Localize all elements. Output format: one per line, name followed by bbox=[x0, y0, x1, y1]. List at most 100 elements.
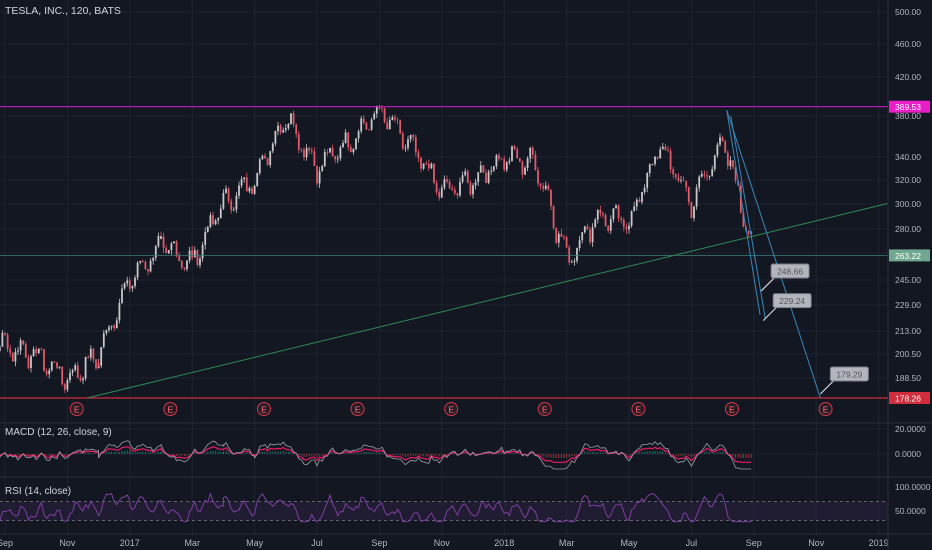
candle-body bbox=[347, 132, 350, 148]
channel-line[interactable] bbox=[726, 110, 761, 315]
candle-body bbox=[108, 326, 110, 330]
candle-body bbox=[339, 147, 342, 159]
candle-body bbox=[97, 362, 100, 366]
price-level-label: 178.26 bbox=[895, 394, 921, 404]
time-tick-label: Jul bbox=[686, 538, 698, 548]
candle-body bbox=[201, 244, 204, 259]
earnings-marker[interactable] bbox=[444, 402, 459, 416]
candle-body bbox=[58, 366, 61, 368]
symbol-title: TESLA, INC., 120, BATS bbox=[5, 5, 121, 17]
candle-body bbox=[625, 226, 628, 230]
candle-body bbox=[518, 158, 521, 162]
candle-body bbox=[0, 346, 1, 352]
time-tick-label: Jul bbox=[311, 538, 323, 548]
projection-label: 248.66 bbox=[777, 267, 803, 277]
candle-body bbox=[544, 185, 547, 189]
candle-body bbox=[261, 155, 264, 160]
candle-body bbox=[284, 128, 287, 131]
candle-body bbox=[695, 187, 698, 207]
candle-body bbox=[433, 163, 435, 183]
candle-body bbox=[66, 380, 69, 390]
candle-body bbox=[214, 220, 217, 225]
earnings-marker[interactable] bbox=[256, 402, 271, 416]
earnings-marker[interactable] bbox=[537, 402, 552, 416]
candle-body bbox=[615, 205, 617, 209]
candle-body bbox=[365, 122, 368, 130]
candle-body bbox=[136, 262, 139, 278]
rsi-label: RSI (14, close) bbox=[5, 486, 71, 497]
candle-body bbox=[271, 143, 274, 152]
candle-body bbox=[183, 267, 186, 270]
projection-box[interactable] bbox=[829, 366, 869, 382]
earnings-marker[interactable] bbox=[350, 402, 365, 416]
time-tick-label: Sep bbox=[371, 538, 387, 548]
price-pane[interactable]: 248.66 229.24 179.29 E E E E E E E E E bbox=[0, 104, 889, 416]
candle-body bbox=[373, 113, 376, 120]
earnings-marker-label: E bbox=[168, 404, 174, 414]
candle-body bbox=[693, 206, 695, 219]
candle-body bbox=[594, 219, 597, 228]
candle-body bbox=[253, 186, 256, 187]
earnings-marker-label: E bbox=[542, 404, 548, 414]
price-axis[interactable]: 500.00 460.00 420.00 380.00 340.00 320.00 300.… bbox=[889, 7, 931, 516]
candle-body bbox=[628, 225, 630, 230]
candle-body bbox=[464, 171, 467, 176]
candle-body bbox=[446, 179, 448, 182]
candle-body bbox=[472, 185, 474, 195]
candle-body bbox=[394, 117, 396, 120]
candle-body bbox=[721, 137, 724, 142]
candle-body bbox=[355, 138, 357, 149]
candle-body bbox=[550, 189, 552, 207]
candle-body bbox=[115, 320, 118, 329]
candle-body bbox=[633, 206, 636, 212]
candle-body bbox=[404, 147, 407, 149]
earnings-marker[interactable] bbox=[163, 402, 178, 416]
trend-line[interactable] bbox=[87, 202, 889, 399]
earnings-marker[interactable] bbox=[631, 402, 646, 416]
candle-body bbox=[11, 352, 14, 362]
time-axis[interactable]: Sep Nov 2017 Mar May Jul Sep Nov 2018 Mar May Jul Se… bbox=[0, 538, 889, 548]
candle-body bbox=[53, 361, 56, 363]
candle-body bbox=[225, 188, 227, 193]
candle-body bbox=[677, 177, 680, 181]
candle-body bbox=[557, 233, 560, 243]
candle-body bbox=[438, 191, 441, 198]
rsi-pane[interactable] bbox=[0, 492, 888, 523]
candle-body bbox=[456, 193, 459, 196]
candle-body bbox=[258, 159, 261, 174]
time-tick-label: May bbox=[246, 538, 264, 548]
candle-body bbox=[27, 357, 30, 369]
time-tick-label: Sep bbox=[0, 538, 13, 548]
price-tick-label: 340.00 bbox=[895, 152, 921, 162]
candle-body bbox=[40, 348, 43, 350]
candle-body bbox=[357, 131, 360, 139]
macd-pane[interactable] bbox=[0, 440, 752, 470]
candle-body bbox=[669, 150, 672, 170]
candle-body bbox=[305, 148, 308, 158]
candle-body bbox=[529, 147, 532, 159]
earnings-marker[interactable] bbox=[724, 402, 739, 416]
candle-body bbox=[375, 106, 378, 114]
price-level-badge bbox=[889, 392, 930, 404]
earnings-marker[interactable] bbox=[818, 402, 833, 416]
candle-body bbox=[492, 166, 495, 171]
candle-body bbox=[82, 378, 84, 381]
channel-line[interactable] bbox=[730, 115, 766, 319]
earnings-marker-label: E bbox=[823, 404, 829, 414]
candle-body bbox=[685, 180, 688, 188]
candle-body bbox=[342, 142, 344, 148]
candle-body bbox=[331, 148, 334, 157]
candle-body bbox=[638, 199, 641, 202]
projection-box[interactable] bbox=[772, 293, 812, 309]
candle-body bbox=[479, 165, 482, 173]
projection-box[interactable] bbox=[770, 263, 810, 279]
candle-body bbox=[14, 351, 17, 362]
candle-body bbox=[204, 231, 207, 245]
candle-body bbox=[620, 218, 623, 220]
channel-line[interactable] bbox=[726, 109, 821, 399]
candle-body bbox=[170, 243, 173, 251]
candle-body bbox=[336, 158, 339, 160]
candle-body bbox=[521, 161, 524, 175]
earnings-marker[interactable] bbox=[69, 402, 84, 416]
